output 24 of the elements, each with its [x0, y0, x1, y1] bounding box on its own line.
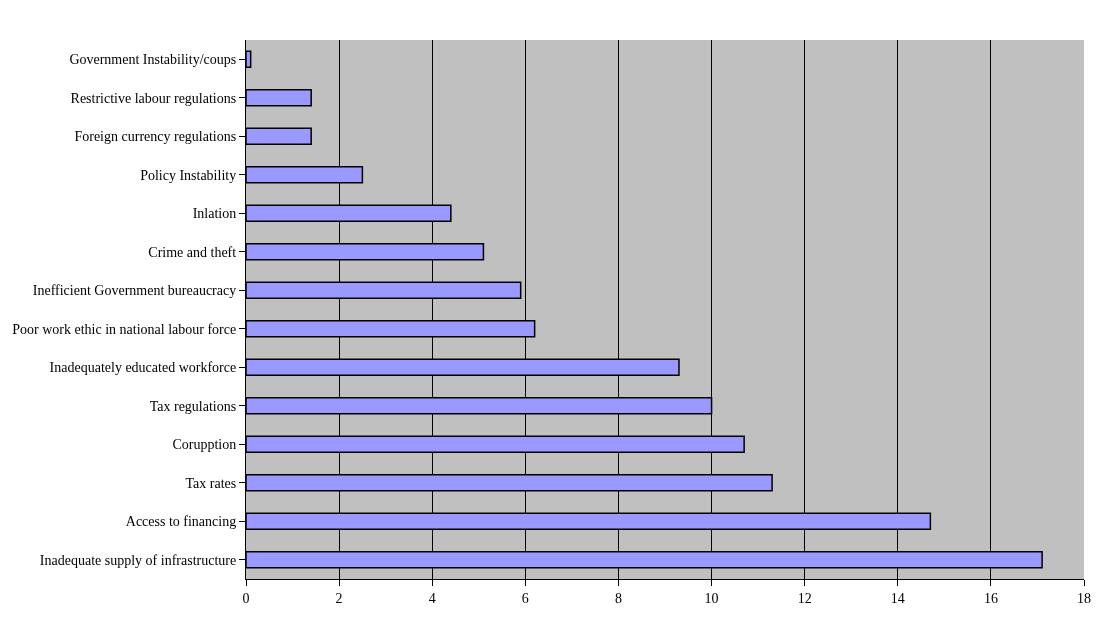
x-tick-label: 4 [428, 590, 436, 606]
y-tick-label: Policy Instability [140, 167, 237, 183]
y-tick-label: Inefficient Government bureaucracy [32, 283, 237, 299]
x-tick-label: 6 [521, 590, 529, 606]
x-tick-label: 16 [983, 590, 998, 606]
y-tick-label: Inadequate supply of infrastructure [39, 552, 237, 568]
x-tick-label: 14 [890, 590, 905, 606]
x-tick-label: 18 [1077, 590, 1091, 606]
y-tick-label: Inadequately educated workforce [49, 360, 237, 376]
x-tick-label: 12 [797, 590, 812, 606]
y-tick-label: Access to financing [125, 514, 237, 530]
x-tick-label: 0 [242, 590, 250, 606]
y-tick-label: Tax regulations [149, 398, 237, 414]
x-tick-label: 10 [704, 590, 719, 606]
y-tick-label: Government Instability/coups [69, 52, 237, 68]
y-tick-label: Restrictive labour regulations [70, 90, 237, 106]
y-tick-label: Foreign currency regulations [74, 129, 237, 145]
y-tick-label: Poor work ethic in national labour force [12, 321, 237, 337]
x-tick-label: 8 [614, 590, 622, 606]
x-tick-label: 2 [335, 590, 343, 606]
y-tick-label: Crime and theft [148, 244, 237, 260]
y-tick-label: Tax rates [185, 475, 237, 491]
y-tick-label: Inlation [192, 206, 237, 222]
y-tick-label: Corupption [172, 437, 237, 453]
